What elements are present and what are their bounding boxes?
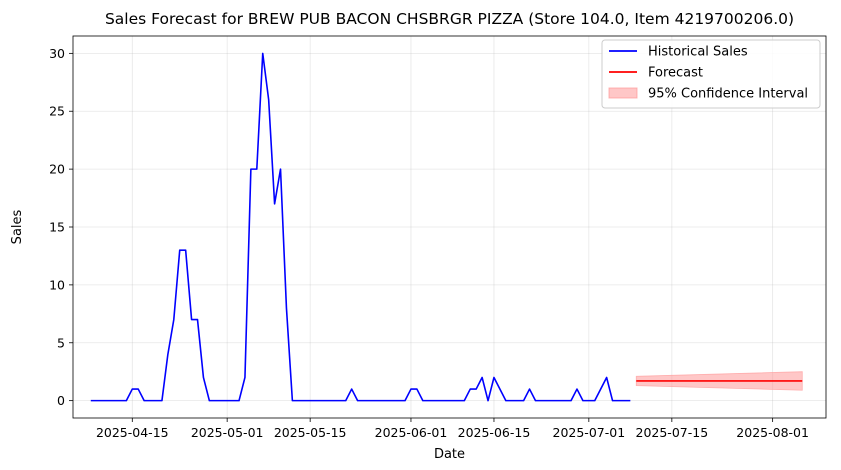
plot-data bbox=[90, 52, 803, 402]
y-axis-label: Sales bbox=[10, 209, 25, 244]
y-tick-label: 30 bbox=[49, 46, 65, 61]
y-tick-label: 20 bbox=[49, 162, 65, 177]
x-tick-label: 2025-06-01 bbox=[375, 425, 448, 440]
x-tick-label: 2025-06-15 bbox=[458, 425, 531, 440]
x-tick-label: 2025-05-15 bbox=[274, 425, 347, 440]
legend-label: Historical Sales bbox=[648, 45, 748, 60]
y-tick-label: 5 bbox=[57, 335, 65, 350]
y-tick-label: 25 bbox=[49, 104, 65, 119]
legend-swatch bbox=[608, 87, 638, 99]
x-tick-label: 2025-04-15 bbox=[96, 425, 169, 440]
axis-ticks: 2025-04-15 2025-05-01 2025-05-15 2025-06-01… bbox=[49, 46, 809, 440]
y-tick-label: 0 bbox=[57, 393, 65, 408]
chart-title: Sales Forecast for BREW PUB BACON CHSBRG… bbox=[105, 10, 794, 28]
x-tick-label: 2025-05-01 bbox=[191, 425, 264, 440]
legend-frame bbox=[601, 39, 821, 109]
x-axis-label: Date bbox=[434, 447, 465, 462]
x-tick-label: 2025-07-01 bbox=[553, 425, 626, 440]
x-tick-label: 2025-07-15 bbox=[636, 425, 709, 440]
legend: Historical Sales Forecast 95% Confidence I… bbox=[601, 39, 821, 109]
x-tick-label: 2025-08-01 bbox=[736, 425, 809, 440]
historical-sales-line bbox=[90, 52, 631, 402]
y-tick-label: 10 bbox=[49, 277, 65, 292]
legend-label: Forecast bbox=[648, 66, 703, 81]
y-tick-label: 15 bbox=[49, 220, 65, 235]
legend-label: 95% Confidence Interval bbox=[648, 87, 808, 102]
